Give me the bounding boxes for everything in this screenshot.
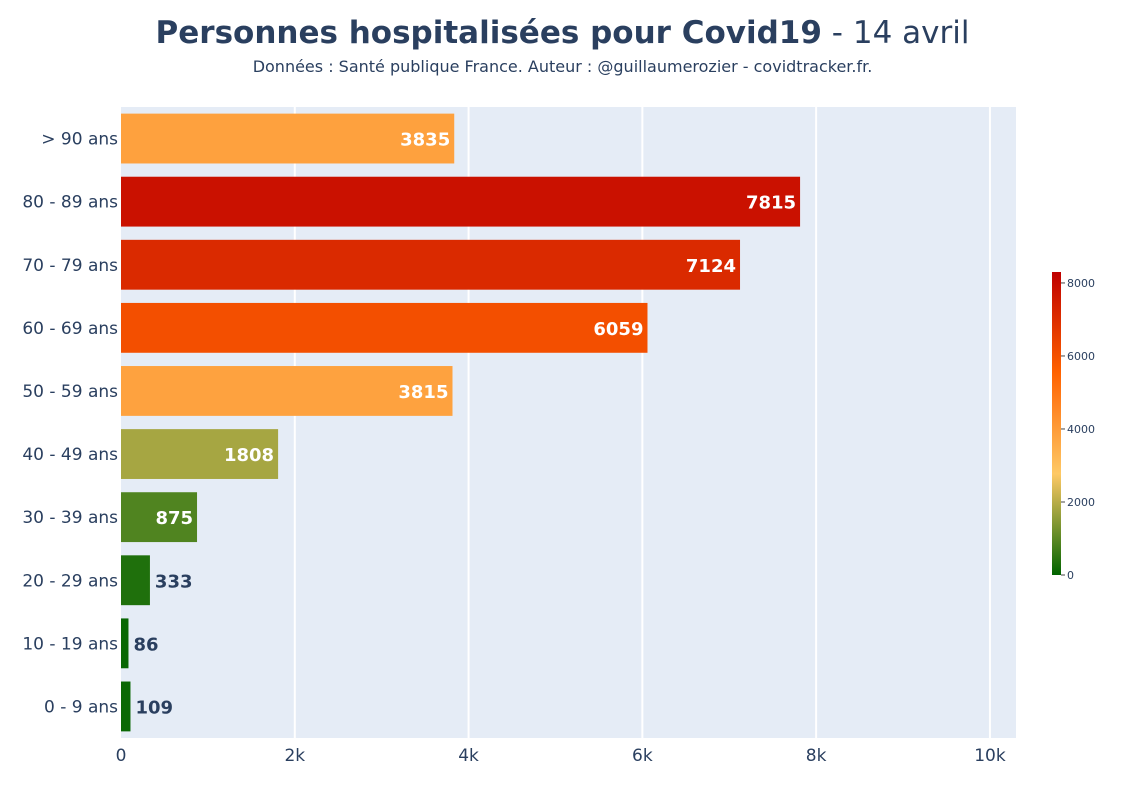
chart-header: Personnes hospitalisées pour Covid19 - 1…: [0, 12, 1125, 78]
colorbar-tick-label: 6000: [1067, 350, 1095, 363]
chart-subtitle: Données : Santé publique France. Auteur …: [252, 57, 873, 76]
x-tick-label: 10k: [974, 746, 1006, 766]
value-label: 333: [155, 571, 193, 592]
x-tick-label: 2k: [284, 746, 305, 766]
colorbar-tick-label: 8000: [1067, 277, 1095, 290]
value-label: 3815: [398, 382, 448, 403]
category-label: 40 - 49 ans: [22, 445, 118, 465]
bar: [121, 492, 198, 543]
value-label: 6059: [593, 319, 643, 340]
category-label: 80 - 89 ans: [22, 193, 118, 213]
bar: [121, 555, 150, 606]
category-label: 10 - 19 ans: [22, 634, 118, 654]
category-label: 70 - 79 ans: [22, 256, 118, 276]
category-label: 0 - 9 ans: [44, 697, 118, 717]
bar: [121, 429, 279, 479]
bar: [121, 681, 131, 732]
x-tick-label: 8k: [806, 746, 827, 766]
x-tick-label: 6k: [632, 746, 653, 766]
category-label: > 90 ans: [41, 130, 118, 150]
value-label: 1808: [224, 445, 274, 466]
value-label: 7124: [686, 256, 736, 277]
bar: [121, 618, 129, 669]
category-label: 50 - 59 ans: [22, 382, 118, 402]
value-label: 86: [133, 634, 158, 655]
colorbar-tick-label: 0: [1067, 569, 1074, 582]
category-label: 20 - 29 ans: [22, 571, 118, 591]
bar: [121, 366, 453, 416]
x-tick-label: 4k: [458, 746, 479, 766]
chart-title: Personnes hospitalisées pour Covid19 - 1…: [0, 12, 1125, 54]
chart-title-date: - 14 avril: [821, 15, 970, 51]
value-label: 109: [135, 697, 173, 718]
colorbar: [1052, 272, 1061, 575]
value-label: 875: [155, 508, 193, 529]
value-label: 3835: [400, 130, 450, 151]
bar: [121, 176, 801, 227]
category-label: 30 - 39 ans: [22, 508, 118, 528]
bar: [121, 239, 741, 290]
value-label: 7815: [746, 193, 796, 214]
chart-title-main: Personnes hospitalisées pour Covid19: [155, 15, 822, 51]
category-label: 60 - 69 ans: [22, 319, 118, 339]
x-tick-label: 0: [116, 746, 127, 766]
colorbar-tick-label: 2000: [1067, 496, 1095, 509]
bar: [121, 302, 648, 353]
bar: [121, 113, 455, 164]
colorbar-tick-label: 4000: [1067, 423, 1095, 436]
